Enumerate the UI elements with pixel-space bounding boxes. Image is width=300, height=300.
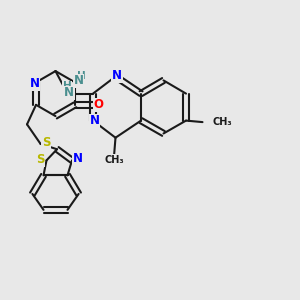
Text: N: N bbox=[112, 69, 122, 82]
Text: S: S bbox=[36, 153, 44, 166]
Text: CH₃: CH₃ bbox=[212, 117, 232, 127]
Text: N: N bbox=[89, 114, 100, 127]
Text: CH₃: CH₃ bbox=[104, 155, 124, 165]
Text: H: H bbox=[63, 81, 72, 91]
Text: N: N bbox=[74, 74, 84, 87]
Text: O: O bbox=[93, 98, 103, 111]
Text: H: H bbox=[77, 71, 86, 81]
Text: N: N bbox=[64, 86, 74, 99]
Text: S: S bbox=[42, 136, 50, 149]
Text: N: N bbox=[29, 77, 40, 90]
Text: N: N bbox=[72, 152, 82, 165]
